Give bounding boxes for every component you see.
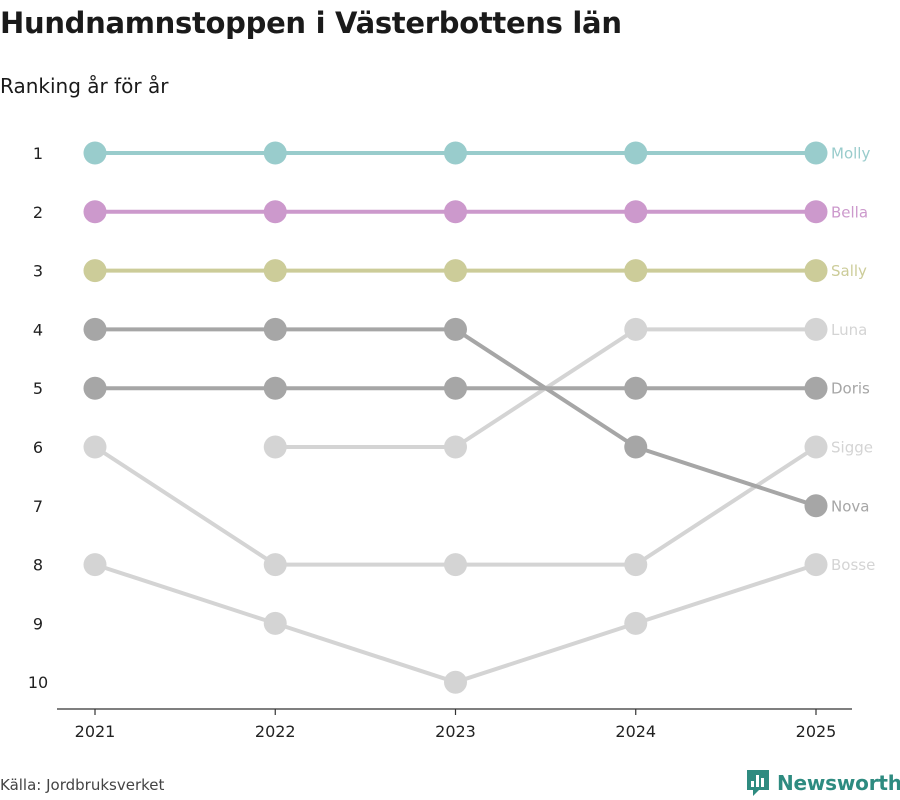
line-segment-bosse: [453, 621, 638, 685]
series-lines: [93, 151, 818, 685]
point-doris-2023: [444, 376, 467, 400]
x-tick-label: 2025: [796, 722, 837, 741]
point-doris-2025: [804, 376, 828, 400]
line-segment-nova: [633, 445, 818, 508]
line-segment-bosse: [633, 562, 818, 626]
line-segment-bosse: [273, 621, 458, 685]
point-luna-2025: [804, 317, 828, 341]
x-tick-label: 2024: [615, 722, 656, 741]
point-sigge-2021: [83, 435, 107, 459]
point-bella-2023: [444, 200, 467, 224]
x-tick-label: 2023: [435, 722, 476, 741]
point-molly-2022: [263, 141, 287, 165]
point-bosse-2021: [83, 553, 107, 577]
point-sigge-2025: [804, 435, 828, 459]
x-tick-label: 2022: [255, 722, 296, 741]
point-nova-2023: [444, 317, 467, 341]
point-bella-2025: [804, 200, 828, 224]
chart-title: Hundnamnstoppen i Västerbottens län: [0, 6, 622, 40]
line-segment-sigge: [633, 445, 818, 567]
point-doris-2024: [624, 376, 648, 400]
y-tick-label: 5: [33, 379, 43, 398]
point-bosse-2023: [444, 670, 467, 694]
y-tick-label: 7: [33, 497, 43, 516]
source-note: Källa: Jordbruksverket: [0, 776, 165, 794]
point-doris-2021: [83, 376, 107, 400]
point-luna-2022: [263, 435, 287, 459]
line-segment-bosse: [93, 562, 278, 626]
series-label-doris: Doris: [831, 380, 870, 398]
chart-subtitle: Ranking år för år: [0, 74, 169, 98]
brand-name: Newsworthy: [777, 771, 900, 795]
y-tick-label: 1: [33, 144, 43, 163]
point-bosse-2024: [624, 611, 648, 635]
point-bella-2021: [83, 200, 107, 224]
series-label-molly: Molly: [831, 145, 870, 163]
y-tick-label: 3: [33, 262, 43, 281]
y-tick-label: 10: [28, 673, 48, 692]
point-bosse-2022: [263, 611, 287, 635]
point-sigge-2024: [624, 553, 648, 577]
point-luna-2023: [444, 435, 467, 459]
point-bella-2022: [263, 200, 287, 224]
point-sally-2021: [83, 259, 107, 283]
point-molly-2021: [83, 141, 107, 165]
series-label-luna: Luna: [831, 321, 867, 339]
series-label-nova: Nova: [831, 497, 869, 515]
series-points: [83, 141, 828, 694]
point-molly-2025: [804, 141, 828, 165]
y-tick-label: 2: [33, 203, 43, 222]
series-label-sally: Sally: [831, 262, 867, 280]
axis-layer: 1 2 3 4 5 6 7 8 9 10 2021 2022 2023 2024 2025: [28, 144, 852, 741]
brand-logo: Newsworthy: [745, 768, 900, 798]
point-molly-2024: [624, 141, 648, 165]
line-segment-sigge: [93, 445, 278, 567]
y-tick-label: 4: [33, 320, 43, 339]
series-label-sigge: Sigge: [831, 439, 873, 457]
point-bella-2024: [624, 200, 648, 224]
point-doris-2022: [263, 376, 287, 400]
point-sally-2022: [263, 259, 287, 283]
series-label-bosse: Bosse: [831, 556, 875, 574]
y-tick-label: 6: [33, 438, 43, 457]
point-bosse-2025: [804, 553, 828, 577]
point-sally-2025: [804, 259, 828, 283]
point-nova-2024: [624, 435, 648, 459]
x-tick-label: 2021: [75, 722, 116, 741]
point-molly-2023: [444, 141, 467, 165]
point-sigge-2023: [444, 553, 467, 577]
point-luna-2024: [624, 317, 648, 341]
bar-chart-logo-icon: [747, 770, 769, 796]
point-nova-2025: [804, 494, 828, 518]
y-tick-label: 9: [33, 614, 43, 633]
point-nova-2021: [83, 317, 107, 341]
point-sigge-2022: [263, 553, 287, 577]
series-label-bella: Bella: [831, 203, 868, 221]
y-tick-label: 8: [33, 556, 43, 575]
point-nova-2022: [263, 317, 287, 341]
point-sally-2024: [624, 259, 648, 283]
point-sally-2023: [444, 259, 467, 283]
series-labels: Bosse Sigge Luna Nova Doris Sally Bella Molly: [831, 145, 875, 575]
